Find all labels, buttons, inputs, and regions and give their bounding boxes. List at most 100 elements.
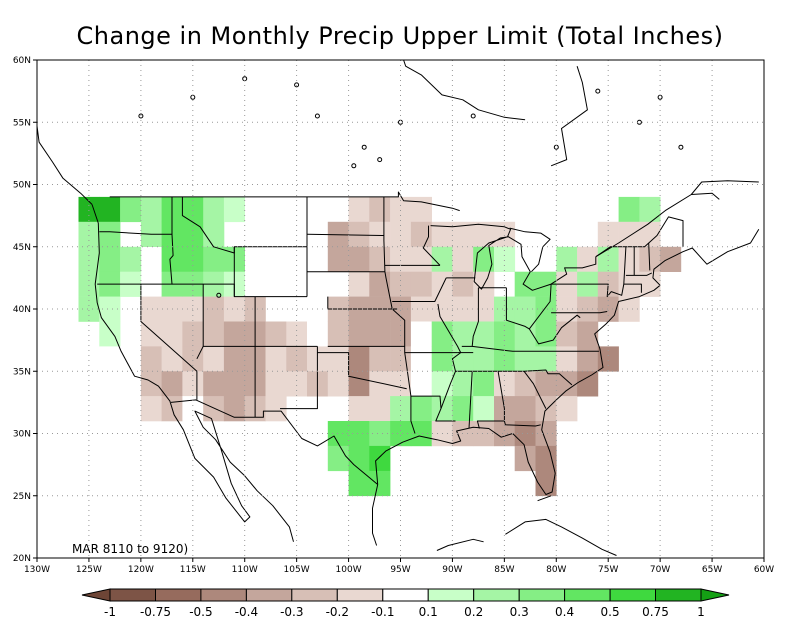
grid-cell [390,196,412,223]
grid-cell [348,346,370,372]
boundary-line [551,311,608,314]
grid-cell [452,321,474,347]
grid-cell [78,296,100,322]
grid-cell [535,421,557,447]
legend-swatch [427,588,475,602]
grid-cell [639,221,661,247]
legend-arrow-left [81,588,111,602]
grid-cell [535,470,557,497]
grid-cell [286,371,308,397]
grid-cell [390,296,412,322]
grid-cell [535,296,557,322]
grid-cell [618,296,640,322]
boundary-line [550,66,588,167]
boundary-line [280,346,318,410]
map-title: Change in Monthly Precip Upper Limit (To… [76,22,724,50]
legend-swatch [655,588,702,602]
grid-cell [265,371,287,397]
boundary-line [140,284,198,400]
grid-cell [390,221,412,247]
grid-cell [348,396,370,422]
grid-cell [203,221,225,247]
grid-cell [577,346,599,372]
axis-tick-labels: 130W 125W 120W 115W 110W 105W 100W 95W 90W 85W 80W… [13,56,774,575]
legend-swatch [291,588,338,602]
lake-outline [678,144,684,150]
legend-labels: -1 -0.75 -0.5 -0.4 -0.3 -0.2 -0.1 0.1 0.2 0.3 0.4 0… [104,605,705,618]
grid-cell [410,321,432,347]
grid-cell [223,371,245,397]
legend-swatch [473,588,520,602]
legend-arrow-right [700,588,730,602]
grid-cell [182,371,204,397]
lon-tick-label: 100W [336,565,362,575]
lat-tick-label: 35N [13,367,31,377]
boundary-line [97,196,174,285]
grid-cell [182,196,204,223]
grid-cell [182,221,204,247]
grid-cell [348,271,370,297]
boundary-line [461,287,479,347]
lat-tick-label: 60N [13,56,31,66]
grid-cell [556,346,578,372]
coastline-borders-layer [36,59,760,556]
lake-outline [377,157,383,163]
grid-cell [348,246,370,272]
boundary-line [472,345,599,352]
boundary-line [109,191,460,212]
grid-cell [99,221,121,247]
legend-swatch [336,588,384,602]
grid-cell [452,246,474,272]
grid-cell [577,321,599,347]
grid-cell [639,271,661,297]
lake-outline [595,88,601,94]
grid-cell [369,346,391,372]
legend-label: -1 [104,605,116,618]
grid-cell [99,346,121,372]
grid-cell [327,321,349,347]
lat-tick-label: 55N [13,118,31,128]
boundary-line [437,303,462,409]
grid-cell [452,221,474,247]
lat-lon-gridlines [37,60,764,558]
map-frame [36,59,765,559]
grid-cell [99,296,121,322]
grid-cell [639,196,661,223]
grid-cell [660,246,682,272]
boundary-line [528,314,581,345]
grid-cell [639,246,661,272]
grid-cell [265,346,287,372]
grid-cell [473,321,495,347]
legend-swatch [109,588,156,602]
legend-label: -0.3 [280,605,303,618]
lat-tick-label: 40N [13,305,31,315]
boundary-line [648,242,651,271]
grid-cell [452,371,474,397]
legend-swatch [382,588,429,602]
boundary-line [537,495,552,502]
lat-tick-label: 20N [13,554,31,564]
grid-cell [223,196,245,223]
grid-cell [577,246,599,272]
grid-cell [390,371,412,397]
grid-cell [140,296,162,322]
boundary-line [36,125,93,205]
grid-cell [327,246,349,272]
boundary-line [468,371,473,429]
grid-cell [556,371,578,397]
grid-cell [223,296,245,322]
boundary-line [625,272,653,276]
grid-cell [514,271,536,297]
grid-cell [369,421,391,447]
grid-cell [203,321,225,347]
grid-cell [535,371,557,397]
grid-cell [140,346,162,372]
lat-tick-label: 45N [13,243,31,253]
grid-cell [348,196,370,223]
legend-swatch [518,588,566,602]
boundary-line [202,284,318,347]
legend-swatch [564,588,611,602]
grid-cell [410,296,432,322]
legend-swatch [245,588,293,602]
lake-outline [314,113,320,119]
